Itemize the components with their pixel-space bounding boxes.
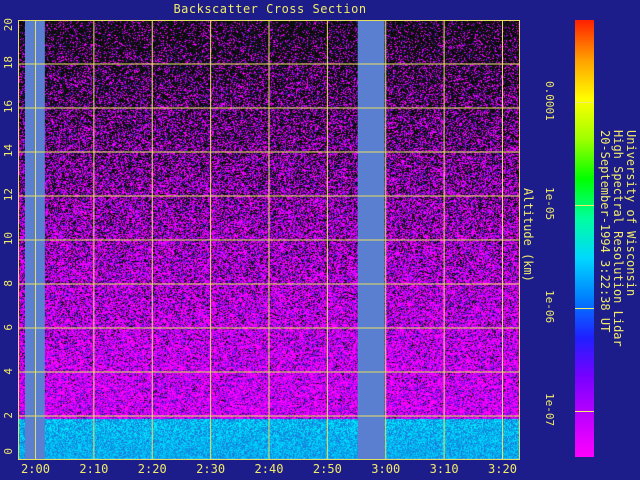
colorbar-tick-label: 1e-06 — [543, 289, 556, 324]
colorbar-tick-mark — [575, 307, 594, 309]
y-tick-label: 8 — [2, 280, 15, 287]
colorbar-tick-mark — [575, 410, 594, 412]
x-tick-label: 2:20 — [137, 462, 167, 476]
colorbar-tick-mark — [575, 205, 594, 207]
colorbar-tick-mark — [575, 102, 594, 104]
chart-title: Backscatter Cross Section — [173, 2, 367, 16]
colorbar-tick-label: 0.0001 — [543, 80, 556, 121]
x-tick-label: 2:40 — [254, 462, 284, 476]
y-tick-label: 10 — [2, 232, 15, 246]
y-tick-label: 20 — [2, 18, 15, 32]
y-tick-label: 12 — [2, 188, 15, 202]
plot-grid — [18, 20, 520, 460]
y-tick-label: 18 — [2, 56, 15, 70]
colorbar-tick-label: 1e-07 — [543, 392, 556, 426]
y-tick-label: 16 — [2, 100, 15, 114]
instrument-info: University of Wisconsin High Spectral Re… — [598, 130, 638, 380]
instrument-name: High Spectral Resolution Lidar — [611, 130, 625, 347]
y-tick-label: 6 — [2, 324, 15, 331]
colorbar — [575, 20, 594, 457]
y-tick-label: 14 — [2, 144, 15, 158]
x-tick-label: 2:00 — [21, 462, 50, 476]
x-tick-label: 2:10 — [79, 462, 109, 476]
x-tick-label: 2:30 — [196, 462, 226, 476]
x-tick-label: 3:00 — [371, 462, 401, 476]
instrument-org: University of Wisconsin — [624, 130, 638, 297]
backscatter-plot — [18, 20, 520, 460]
plot-frame — [18, 20, 520, 460]
y-tick-label: 4 — [2, 368, 15, 375]
y-axis-label: Altitude (km) — [521, 188, 535, 282]
instrument-timestamp: 20-September-1994 3:22:38 UT — [598, 130, 612, 333]
colorbar-tick-label: 1e-05 — [543, 187, 556, 221]
y-tick-label: 0 — [2, 448, 15, 455]
y-tick-label: 2 — [2, 412, 15, 419]
x-tick-label: 2:50 — [312, 462, 342, 476]
x-tick-label: 3:10 — [429, 462, 459, 476]
x-tick-label: 3:20 — [488, 462, 517, 476]
